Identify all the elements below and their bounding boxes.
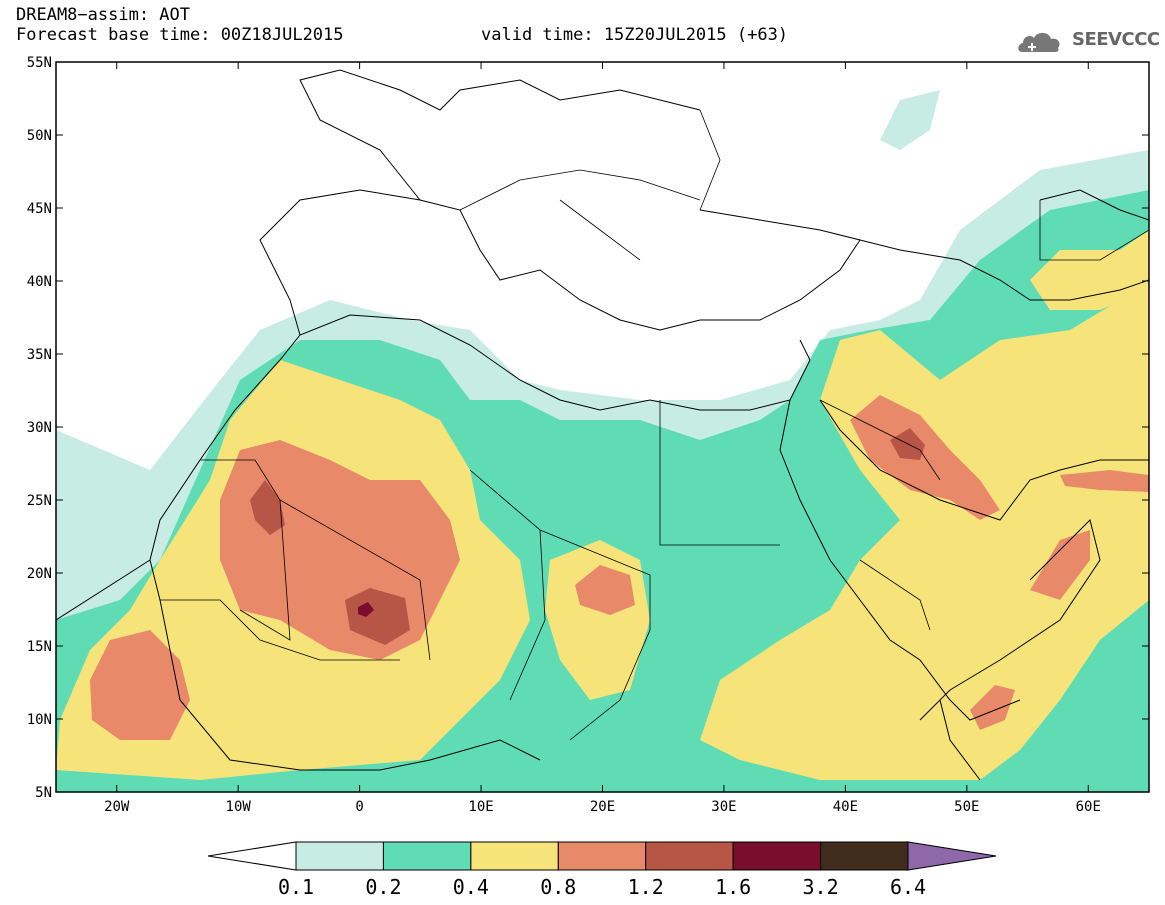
coastlines — [56, 69, 1149, 781]
colorbar-swatch — [732, 841, 822, 871]
lat-tick-label: 55N — [27, 55, 52, 71]
aot-band-0.1-north — [880, 90, 940, 150]
lat-tick-label: 25N — [27, 493, 52, 509]
aot-band-0.4-arabia — [700, 290, 1149, 780]
lat-tick-label: 30N — [27, 420, 52, 436]
lat-tick-label: 35N — [27, 347, 52, 363]
colorbar-level-label: 0.8 — [540, 875, 577, 899]
lat-tick-label: 50N — [27, 128, 52, 144]
lat-tick-label: 40N — [27, 274, 52, 290]
colorbar — [207, 841, 997, 871]
brand-name: SEEVCCC — [1072, 29, 1160, 50]
aot-band-1.6 — [358, 602, 374, 617]
forecast-base-time: Forecast base time: 00Z18JUL2015 — [16, 25, 344, 45]
lon-tick-label: 40E — [833, 799, 858, 815]
colorbar-level-label: 1.2 — [627, 875, 664, 899]
lon-tick-label: 0 — [355, 799, 363, 815]
lon-tick-label: 20E — [590, 799, 615, 815]
lat-tick-label: 45N — [27, 201, 52, 217]
aot-band-1.2-niger — [345, 588, 410, 645]
aot-band-0.8-oman — [1030, 530, 1090, 600]
colorbar-level-label: 0.2 — [365, 875, 402, 899]
latitude-axis: 55N 50N 45N 40N 35N 30N 25N 20N 15N 10N 5N — [27, 55, 1149, 801]
colorbar-swatch — [295, 841, 384, 871]
colorbar-level-label: 6.4 — [889, 875, 927, 899]
lat-tick-label: 15N — [27, 639, 52, 655]
colorbar-level-label: 0.4 — [452, 875, 489, 899]
lon-tick-label: 20W — [104, 799, 130, 815]
valid-time: valid time: 15Z20JUL2015 (+63) — [481, 25, 789, 45]
colorbar-level-label: 0.1 — [277, 875, 315, 899]
lat-tick-label: 5N — [35, 785, 52, 801]
map-title: DREAM8−assim: AOT — [16, 5, 190, 25]
colorbar-min-triangle — [207, 841, 297, 871]
colorbar-swatch — [645, 841, 734, 871]
colorbar-swatch — [382, 841, 472, 871]
country-borders — [160, 109, 1149, 741]
colorbar-level-label: 1.6 — [715, 875, 752, 899]
lat-tick-label: 20N — [27, 566, 52, 582]
aot-band-1.2 — [250, 480, 285, 535]
lon-tick-label: 10E — [468, 799, 493, 815]
colorbar-level-label: 3.2 — [802, 875, 839, 899]
lat-tick-label: 10N — [27, 712, 52, 728]
aot-band-0.8-west — [90, 630, 190, 740]
cloud-icon — [1018, 32, 1060, 52]
aot-band-0.8-sudan — [575, 565, 635, 615]
lon-tick-label: 50E — [954, 799, 979, 815]
aot-band-0.8-horn — [970, 685, 1015, 730]
colorbar-swatch — [470, 841, 559, 871]
lon-tick-label: 60E — [1076, 799, 1101, 815]
lon-tick-label: 10W — [226, 799, 252, 815]
lon-tick-label: 30E — [711, 799, 736, 815]
colorbar-max-triangle — [907, 841, 997, 871]
colorbar-swatch — [557, 841, 647, 871]
aot-band-0.8-iran — [1060, 470, 1149, 492]
longitude-axis: 20W 10W 0 10E 20E 30E 40E 50E 60E — [104, 62, 1101, 815]
colorbar-swatch — [820, 841, 909, 871]
brand-logo: SEEVCCC — [1016, 24, 1160, 56]
aot-field — [56, 62, 1149, 792]
